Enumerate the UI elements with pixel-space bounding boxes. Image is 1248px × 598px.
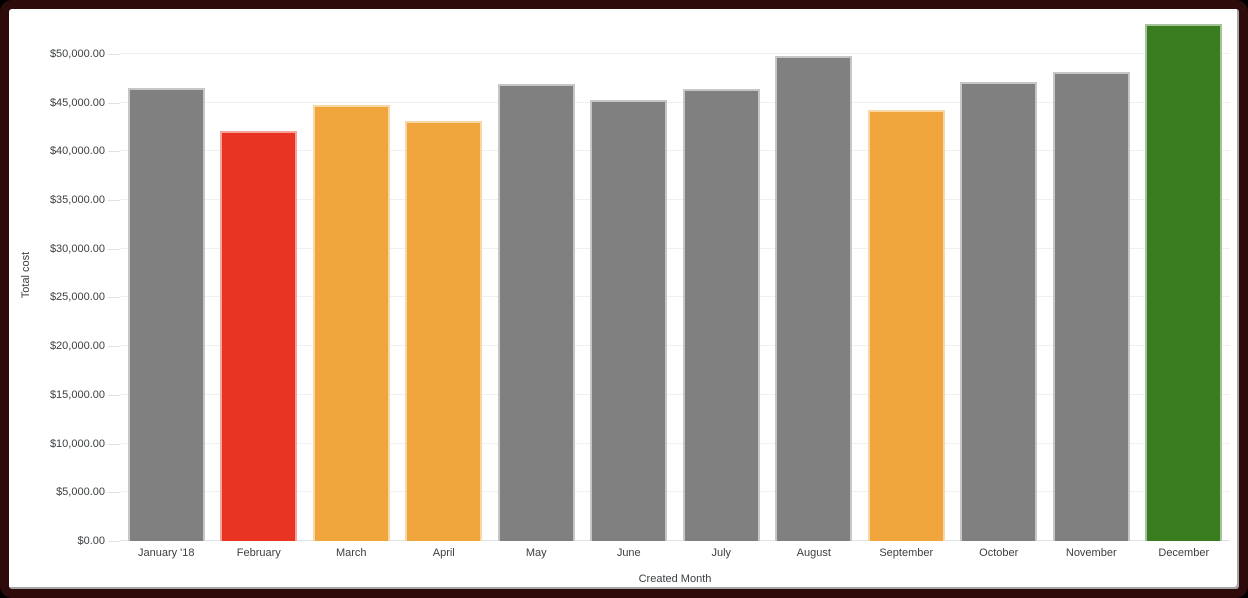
bar-column-june — [583, 9, 676, 541]
y-tick-40000: $40,000.00 — [9, 144, 120, 158]
x-axis: January '18 February March April May June July… — [120, 547, 1230, 562]
x-tick-label-october: October — [979, 547, 1019, 559]
y-tick-mark — [108, 199, 120, 201]
y-tick-mark — [108, 394, 120, 396]
y-tick-30000: $30,000.00 — [9, 242, 120, 256]
x-tick-label-august: August — [796, 547, 831, 559]
y-tick-50000: $50,000.00 — [9, 47, 120, 61]
bar-may[interactable] — [497, 84, 575, 541]
bar-column-october — [953, 9, 1046, 541]
y-tick-35000: $35,000.00 — [9, 193, 120, 207]
bar-column-april — [398, 9, 491, 541]
y-tick-label: $25,000.00 — [49, 291, 105, 304]
bar-column-november — [1045, 9, 1138, 541]
y-tick-label: $30,000.00 — [49, 242, 105, 255]
x-tick-label-march: March — [335, 547, 367, 559]
y-tick-label: $45,000.00 — [49, 96, 105, 109]
gridline-20000 — [120, 345, 1230, 347]
y-tick-mark — [108, 346, 120, 348]
gridline-40000 — [120, 150, 1230, 152]
bar-column-december — [1138, 9, 1231, 541]
bar-column-august — [768, 9, 861, 541]
y-tick-label: $20,000.00 — [49, 340, 105, 353]
y-tick-label: $35,000.00 — [49, 193, 105, 206]
y-tick-label: $0.00 — [77, 535, 105, 547]
y-axis: $0.00 $5,000.00 $10,000.00 $15,000.00 $20,00… — [9, 9, 120, 547]
y-tick-mark — [108, 492, 120, 494]
gridline-25000 — [120, 296, 1230, 298]
bar-february[interactable] — [220, 130, 298, 541]
bar-january-18[interactable] — [127, 87, 205, 541]
gridline-10000 — [120, 442, 1230, 444]
bar-april[interactable] — [405, 121, 483, 541]
y-tick-mark — [108, 53, 120, 55]
x-tick-label-may: May — [525, 547, 547, 559]
gridline-50000 — [120, 52, 1230, 54]
y-tick-20000: $20,000.00 — [9, 339, 120, 353]
x-tick-label-april: April — [432, 547, 455, 559]
bar-november[interactable] — [1052, 72, 1130, 541]
x-tick-label-july: July — [711, 547, 732, 559]
y-tick-mark — [108, 443, 120, 445]
bar-june[interactable] — [590, 99, 668, 541]
x-tick-label-november: November — [1065, 547, 1117, 559]
bar-column-january-18 — [120, 9, 213, 541]
x-tick-label-september: September — [879, 547, 934, 559]
y-tick-label: $10,000.00 — [49, 437, 105, 450]
y-tick-mark — [108, 102, 120, 104]
y-tick-5000: $5,000.00 — [9, 485, 120, 499]
gridline-30000 — [120, 247, 1230, 249]
x-axis-title: Created Month — [638, 573, 712, 585]
y-tick-15000: $15,000.00 — [9, 388, 120, 402]
bar-july[interactable] — [682, 88, 760, 541]
y-tick-label: $50,000.00 — [49, 47, 105, 60]
x-axis-baseline — [120, 540, 1230, 541]
gridline-45000 — [120, 101, 1230, 103]
x-tick-label-february: February — [236, 547, 281, 559]
x-tick-label-december: December — [1158, 547, 1210, 559]
bar-august[interactable] — [775, 55, 853, 541]
bar-column-july — [675, 9, 768, 541]
y-tick-mark — [108, 541, 120, 542]
bar-column-february — [213, 9, 306, 541]
bar-column-may — [490, 9, 583, 541]
gridline-5000 — [120, 491, 1230, 493]
bar-column-september — [860, 9, 953, 541]
bar-october[interactable] — [960, 82, 1038, 541]
plot-area — [120, 9, 1230, 541]
y-tick-mark — [108, 297, 120, 299]
bar-march[interactable] — [312, 104, 390, 541]
y-tick-25000: $25,000.00 — [9, 290, 120, 304]
y-tick-label: $40,000.00 — [49, 145, 105, 158]
gridline-35000 — [120, 198, 1230, 200]
bars-container — [120, 9, 1230, 541]
bar-september[interactable] — [867, 110, 945, 541]
y-tick-label: $15,000.00 — [49, 388, 105, 401]
y-tick-45000: $45,000.00 — [9, 96, 120, 110]
y-tick-10000: $10,000.00 — [9, 437, 120, 451]
y-tick-0: $0.00 — [9, 534, 120, 548]
y-tick-label: $5,000.00 — [56, 486, 105, 499]
y-tick-mark — [108, 151, 120, 153]
y-tick-mark — [108, 248, 120, 250]
bar-column-march — [305, 9, 398, 541]
bar-december[interactable] — [1145, 23, 1223, 541]
x-tick-label-june: June — [616, 547, 641, 559]
gridline-15000 — [120, 393, 1230, 395]
x-tick-label-january-18: January '18 — [137, 547, 195, 559]
